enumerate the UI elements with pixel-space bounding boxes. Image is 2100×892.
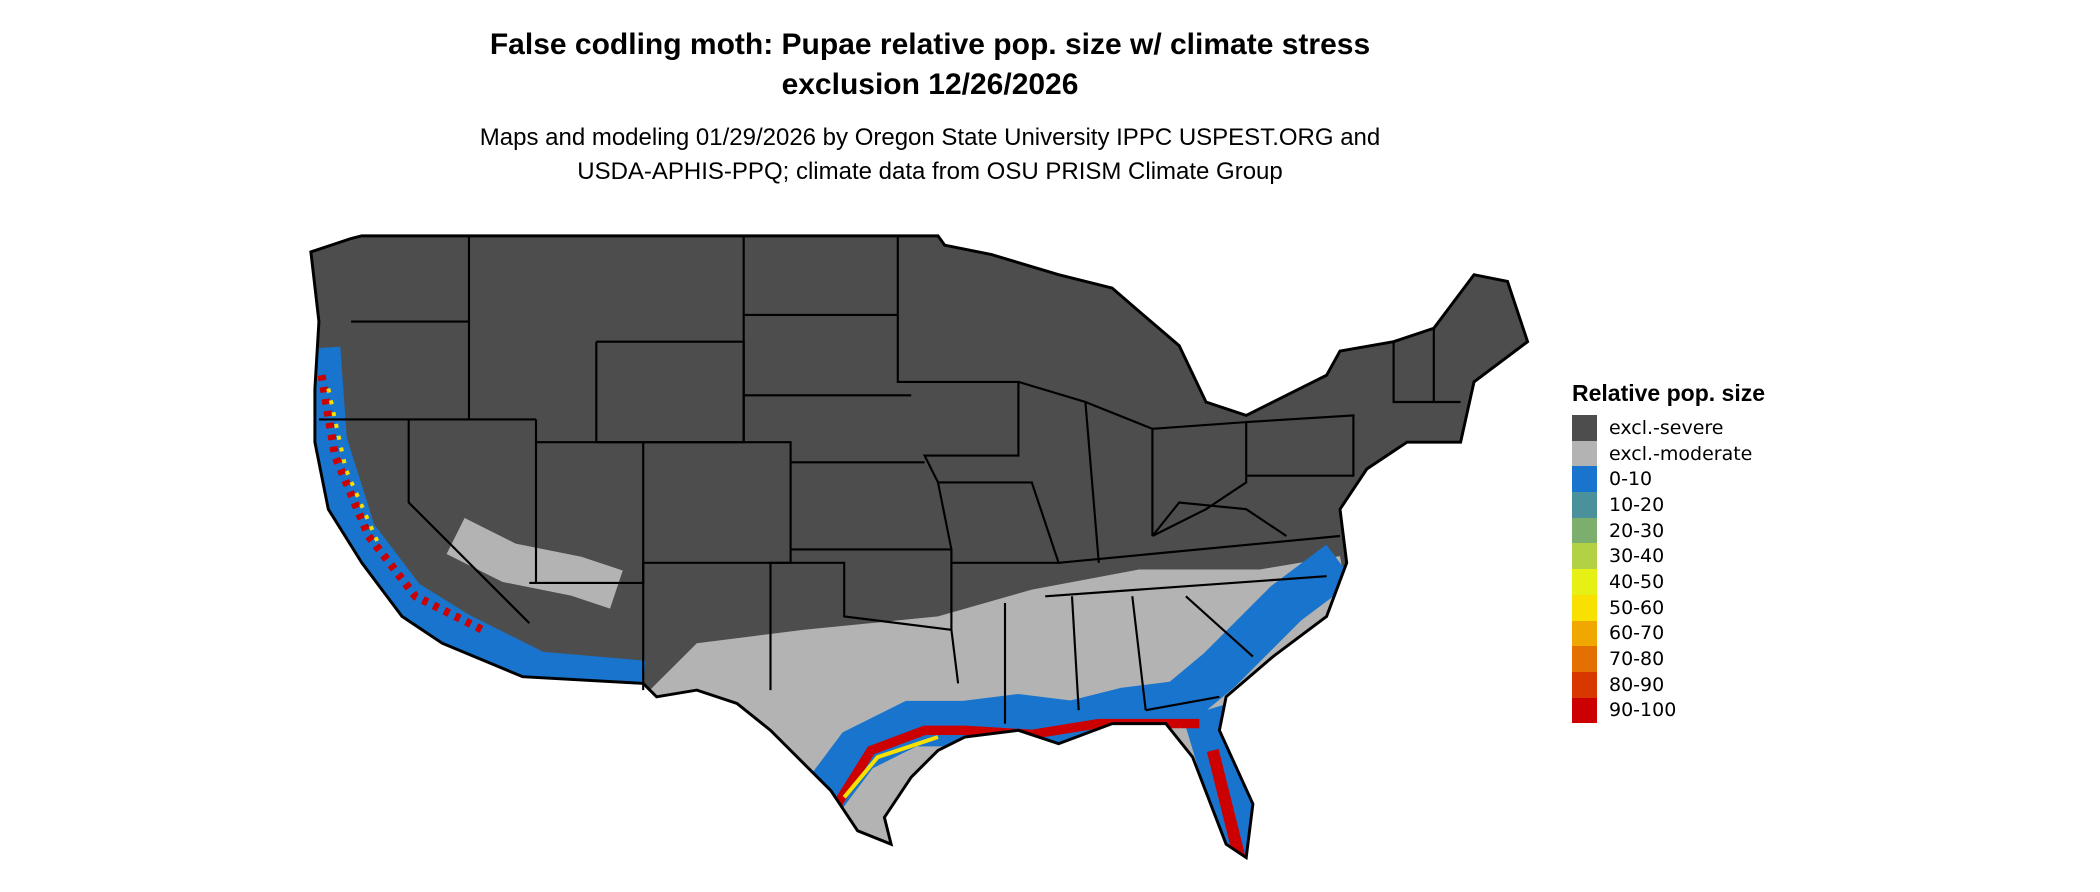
legend-label: 80-90 [1609,673,1665,696]
legend-swatch [1572,594,1597,621]
subtitle-line1: Maps and modeling 01/29/2026 by Oregon S… [479,124,1381,151]
legend-entry: 0-10 [1572,466,1765,493]
legend-label: excl.-severe [1609,416,1724,439]
legend-swatch [1572,517,1597,544]
legend-entry: 70-80 [1572,646,1765,672]
legend-label: 20-30 [1609,519,1665,542]
legend-entry: 20-30 [1572,517,1765,544]
legend-label: excl.-moderate [1609,442,1753,465]
legend-swatch [1572,492,1597,518]
legend-swatch [1572,466,1597,493]
legend-entry: excl.-severe [1572,415,1765,441]
map-title-line1: False codling moth: Pupae relative pop. … [489,28,1371,61]
legend-entry: 50-60 [1572,594,1765,621]
subtitle-line2: USDA-APHIS-PPQ; climate data from OSU PR… [577,158,1283,185]
legend-label: 50-60 [1609,596,1665,619]
west-coast-red [317,374,485,634]
legend-swatch [1572,569,1597,595]
legend-label: 90-100 [1609,699,1677,722]
legend-entry: 60-70 [1572,620,1765,647]
gulf-coast-yellow [842,735,939,799]
legend-entry: 40-50 [1572,569,1765,595]
legend: Relative pop. size excl.-severe excl.-mod… [1572,380,1766,724]
legend-entry: 80-90 [1572,671,1765,698]
legend-swatch [1572,646,1597,672]
state-borders [318,235,1461,724]
florida-red [1206,748,1246,858]
legend-label: 60-70 [1609,622,1665,645]
legend-swatch [1572,671,1597,698]
legend-title: Relative pop. size [1572,380,1766,406]
legend-label: 0-10 [1609,468,1653,491]
legend-label: 70-80 [1609,648,1665,671]
legend-swatch [1572,415,1597,441]
map-title-line2: exclusion 12/26/2026 [781,68,1079,101]
legend-label: 40-50 [1609,570,1665,593]
legend-label: 30-40 [1609,545,1665,568]
legend-entry: 90-100 [1572,697,1765,724]
legend-entry: 30-40 [1572,543,1765,570]
legend-entry: 10-20 [1572,492,1765,518]
legend-swatch [1572,543,1597,570]
legend-swatch [1572,697,1597,724]
legend-swatch [1572,620,1597,647]
legend-entry: excl.-moderate [1572,440,1765,467]
legend-swatch [1572,440,1597,467]
legend-label: 10-20 [1609,493,1665,516]
west-coast-yellow [326,388,380,544]
